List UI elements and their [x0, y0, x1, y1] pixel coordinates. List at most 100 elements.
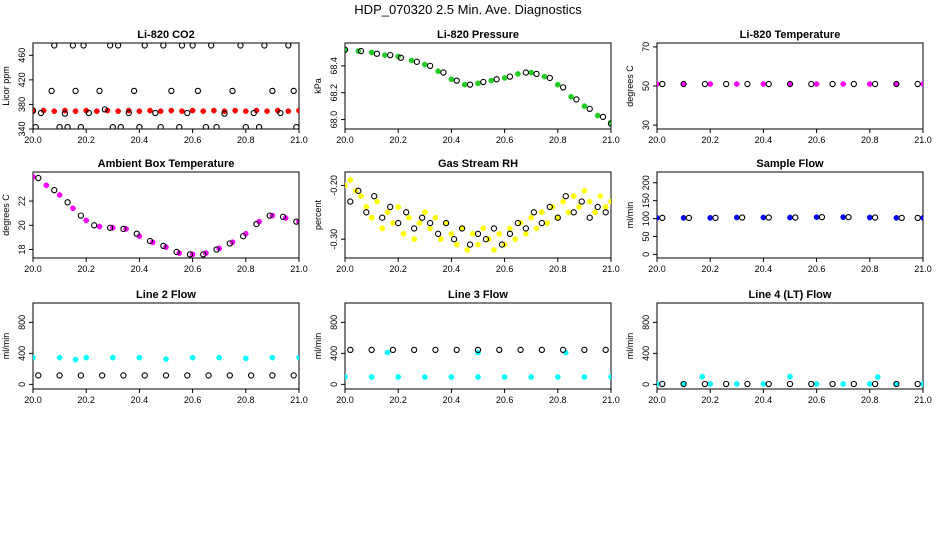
line2_flow-series0-point: [296, 354, 299, 361]
rh-series1-point: [347, 198, 354, 205]
line2_flow-xtick-label: 20.8: [237, 395, 255, 405]
line2_flow-series0-point: [189, 354, 196, 361]
co2-series1-point: [178, 43, 186, 49]
line2_flow-series0-point: [136, 354, 143, 361]
line4_flow-series1-point: [701, 380, 709, 388]
rh-series1-point: [403, 209, 410, 216]
ambient_temp-series1-point: [64, 199, 71, 206]
co2-series0-point: [200, 108, 207, 115]
rh-series1-point: [602, 209, 609, 216]
co2-xtick-label: 21.0: [290, 135, 308, 145]
pressure-plot-frame: [344, 42, 612, 130]
co2-series0-point: [51, 108, 58, 115]
ambient_temp-ytick-label: 22: [17, 196, 27, 206]
rh-series1-point: [474, 230, 482, 237]
licor_temp-series1-point: [850, 80, 857, 88]
licor_temp-xtick-label: 21.0: [914, 135, 932, 145]
rh-series0-point: [507, 225, 513, 232]
line2_flow-xtick-label: 20.0: [24, 395, 42, 405]
ambient_temp-series1-point: [186, 251, 194, 258]
rh-series0-point: [565, 209, 572, 216]
ambient_temp-xtick-label: 20.4: [131, 264, 149, 274]
rh-series0-point: [421, 209, 428, 216]
co2-ytick-label: 380: [17, 97, 27, 112]
ambient_temp-series1-point: [160, 242, 167, 250]
rh-series1-point: [498, 241, 506, 248]
pressure-series0-point: [475, 80, 481, 87]
sample_flow-series0-point: [920, 215, 923, 221]
page-title: HDP_070320 2.5 Min. Ave. Diagnostics: [354, 2, 582, 17]
line2_flow-series1-point: [141, 372, 148, 379]
rh-series0-point: [374, 198, 380, 205]
rh-series0-point: [363, 204, 370, 210]
ambient_temp-series0-point: [83, 217, 90, 224]
line4_flow-series1-point: [871, 380, 879, 388]
co2-series1-point: [176, 124, 183, 129]
line2_flow-series0-point: [33, 354, 36, 361]
pressure-title: Li-820 Pressure: [437, 29, 519, 41]
rh-series0-point: [581, 187, 588, 194]
co2-series0-point: [264, 108, 270, 115]
line2_flow-series1-point: [120, 372, 127, 379]
co2-series1-point: [194, 87, 202, 95]
line3_flow-series1-point: [453, 346, 460, 354]
ambient_temp-ytick-label: 20: [17, 220, 27, 230]
pressure-series1-point: [480, 78, 487, 86]
rh-series1-point: [554, 214, 561, 221]
line2_flow-series1-point: [99, 372, 106, 379]
line4_flow-xtick-label: 21.0: [914, 395, 932, 405]
line3_flow-series1-point: [474, 346, 482, 354]
pressure-series1-point: [426, 62, 434, 69]
licor_temp-series0-point: [840, 81, 847, 87]
sample_flow-series0-point: [787, 214, 793, 221]
line4_flow-series1-point: [765, 380, 772, 388]
line2_flow-xtick-label: 20.2: [77, 395, 95, 405]
rh-series0-point: [480, 225, 487, 232]
pressure-series0-point: [421, 61, 428, 68]
licor_temp-series1-point: [744, 80, 751, 88]
co2-title: Li-820 CO2: [137, 29, 194, 41]
co2-series1-point: [64, 124, 71, 129]
pressure-series0-point: [368, 49, 375, 56]
line2_flow-xtick-label: 20.6: [184, 395, 202, 405]
sample_flow-series1-point: [738, 214, 746, 221]
licor_temp-series1-point: [701, 80, 709, 88]
rh-series1-point: [458, 225, 466, 232]
rh-series0-point: [347, 177, 354, 183]
co2-series0-point: [232, 107, 239, 114]
rh-series1-point: [482, 236, 490, 243]
ambient_temp-series1-point: [226, 240, 233, 247]
line4_flow-xtick-label: 20.0: [648, 395, 666, 405]
rh-series0-point: [400, 230, 407, 237]
ambient_temp-series0-point: [70, 205, 76, 212]
line2_flow-title: Line 2 Flow: [136, 289, 196, 301]
rh-series1-point: [379, 214, 386, 221]
rh-series1-point: [442, 219, 450, 227]
line3_flow-xtick-label: 20.4: [443, 395, 461, 405]
sample_flow-series0-point: [813, 214, 820, 220]
co2-series1-point: [130, 87, 138, 95]
ambient_temp-title: Ambient Box Temperature: [98, 158, 235, 170]
rh-ylabel: percent: [313, 199, 323, 230]
rh-series1-point: [578, 198, 585, 205]
line3_flow-series1-point: [602, 346, 609, 354]
rh-series0-point: [496, 230, 503, 237]
pressure-chart: Li-820 Pressure kPa 20.0 20.2 20.4 20.6 20.8 21…: [313, 29, 620, 145]
licor_temp-ylabel: degrees C: [625, 65, 635, 107]
line3_flow-series1-point: [432, 346, 439, 354]
ambient_temp-ytick-label: 18: [17, 245, 27, 255]
ambient_temp-series1-point: [133, 230, 140, 237]
co2-series1-point: [168, 87, 175, 95]
sample_flow-series0-point: [760, 214, 767, 221]
line3_flow-series1-point: [411, 346, 418, 354]
co2-series1-point: [221, 110, 228, 117]
co2-series0-point: [285, 108, 292, 115]
co2-series1-point: [85, 109, 93, 117]
sample_flow-series1-point: [871, 214, 879, 221]
sample_flow-series1-point: [765, 214, 772, 221]
licor_temp-ytick-label: 30: [641, 120, 651, 130]
rh-series0-point: [523, 230, 529, 237]
line4_flow-series0-point: [813, 381, 820, 387]
rh-xtick-label: 21.0: [602, 264, 620, 274]
line2_flow-series1-point: [162, 372, 170, 379]
